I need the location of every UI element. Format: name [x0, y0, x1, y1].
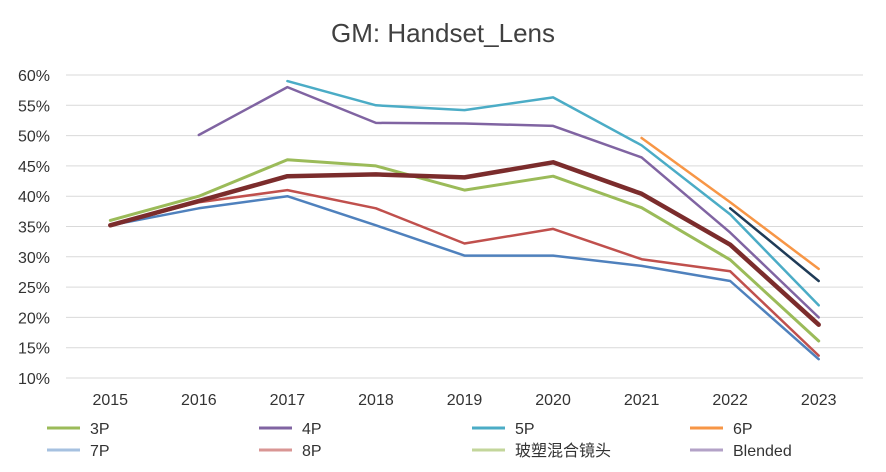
series-line-0	[108, 158, 821, 343]
y-tick-label: 25%	[18, 280, 50, 297]
series-line-4	[109, 194, 820, 361]
legend: 3P 4P 5P 6P 7P 8P 玻塑混合镜头 Blended	[47, 421, 792, 460]
legend-label: 4P	[302, 421, 322, 438]
series-line-6	[728, 207, 820, 283]
y-tick-label: 35%	[18, 220, 50, 237]
y-tick-label: 15%	[18, 341, 50, 358]
x-axis-tick-labels: 2015 2016 2017 2018 2019 2020 2021 2022 2023	[92, 392, 836, 409]
series-lines	[108, 79, 821, 361]
x-tick-label: 2015	[92, 392, 128, 409]
x-tick-label: 2023	[801, 392, 837, 409]
legend-label: Blended	[733, 443, 792, 460]
series-line-2	[286, 79, 820, 307]
x-tick-label: 2017	[270, 392, 306, 409]
legend-label: 8P	[302, 443, 322, 460]
legend-label: 玻塑混合镜头	[515, 441, 611, 460]
chart-title: GM: Handset_Lens	[331, 18, 555, 48]
y-tick-label: 50%	[18, 129, 50, 146]
y-axis-tick-labels: 10% 15% 20% 25% 30% 35% 40% 45% 50% 55% 60%	[18, 68, 50, 388]
y-tick-label: 45%	[18, 159, 50, 176]
y-tick-label: 60%	[18, 68, 50, 85]
legend-label: 6P	[733, 421, 753, 438]
x-tick-label: 2018	[358, 392, 394, 409]
y-tick-label: 55%	[18, 98, 50, 115]
x-tick-label: 2021	[624, 392, 660, 409]
y-tick-label: 20%	[18, 310, 50, 327]
series-line-5	[109, 188, 820, 357]
y-tick-label: 10%	[18, 371, 50, 388]
series-line-3	[640, 136, 820, 271]
y-tick-label: 40%	[18, 189, 50, 206]
y-tick-label: 30%	[18, 250, 50, 267]
legend-label: 7P	[90, 443, 110, 460]
x-tick-label: 2020	[535, 392, 571, 409]
legend-label: 3P	[90, 421, 110, 438]
legend-label: 5P	[515, 421, 535, 438]
x-tick-label: 2016	[181, 392, 217, 409]
x-tick-label: 2019	[447, 392, 483, 409]
series-line-7	[108, 160, 821, 327]
series-line-1	[197, 85, 820, 319]
x-tick-label: 2022	[712, 392, 748, 409]
